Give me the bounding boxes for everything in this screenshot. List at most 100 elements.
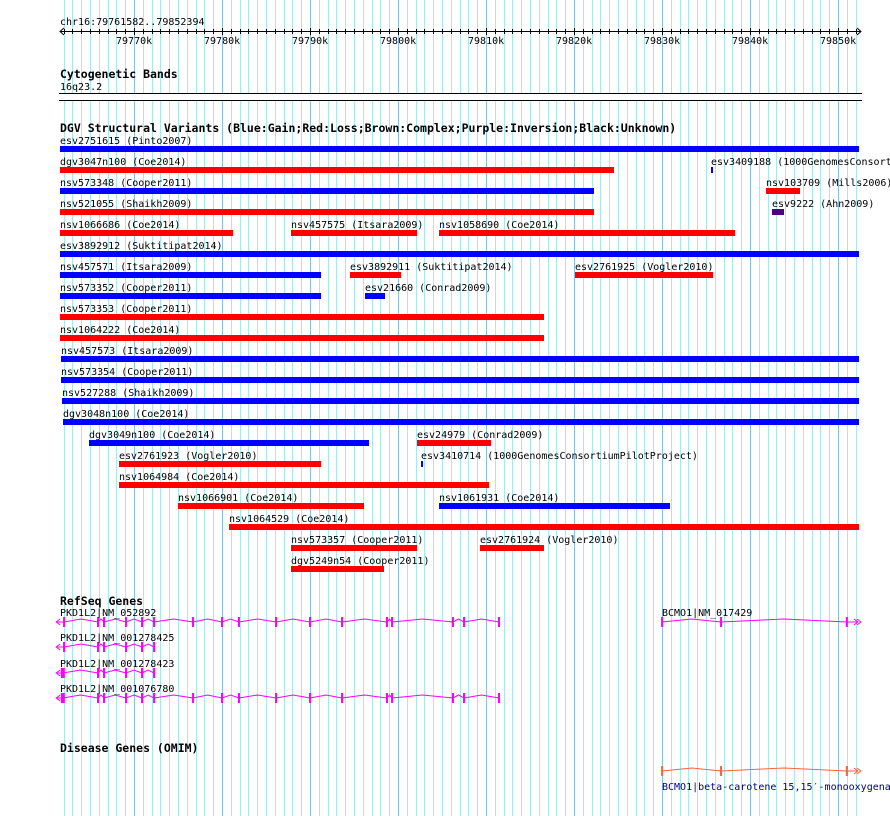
variant-feature[interactable]: nsv457573 (Itsara2009)	[61, 346, 859, 362]
variant-bar[interactable]	[291, 545, 417, 551]
variant-label[interactable]: esv2751615 (Pinto2007)	[60, 136, 192, 147]
variant-bar[interactable]	[60, 251, 859, 257]
variant-bar[interactable]	[62, 398, 859, 404]
variant-label[interactable]: dgv3047n100 (Coe2014)	[60, 157, 186, 168]
left-arrow-icon[interactable]	[59, 27, 65, 36]
variant-feature[interactable]: nsv573348 (Cooper2011)	[60, 178, 594, 194]
variant-bar[interactable]	[421, 461, 423, 467]
variant-feature[interactable]: esv2761923 (Vogler2010)	[119, 451, 321, 467]
gene-transcript[interactable]: PKD1L2|NM_001076780	[55, 684, 501, 703]
variant-bar[interactable]	[439, 503, 670, 509]
variant-label[interactable]: dgv3048n100 (Coe2014)	[63, 409, 189, 420]
variant-bar[interactable]	[119, 482, 489, 488]
variant-label[interactable]: nsv1066686 (Coe2014)	[60, 220, 180, 231]
variant-bar[interactable]	[350, 272, 401, 278]
variant-label[interactable]: nsv457571 (Itsara2009)	[60, 262, 192, 273]
variant-label[interactable]: nsv521055 (Shaikh2009)	[60, 199, 192, 210]
variant-label[interactable]: esv3409188 (1000GenomesConsort	[711, 157, 890, 168]
variant-bar[interactable]	[772, 209, 784, 215]
variant-bar[interactable]	[178, 503, 364, 509]
variant-feature[interactable]: dgv3047n100 (Coe2014)	[60, 157, 614, 173]
variant-bar[interactable]	[60, 314, 544, 320]
variant-label[interactable]: nsv573353 (Cooper2011)	[60, 304, 192, 315]
variant-label[interactable]: nsv573354 (Cooper2011)	[61, 367, 193, 378]
variant-feature[interactable]: nsv1064984 (Coe2014)	[119, 472, 489, 488]
variant-label[interactable]: nsv1058690 (Coe2014)	[439, 220, 559, 231]
variant-bar[interactable]	[291, 566, 384, 572]
right-arrow-icon[interactable]	[856, 27, 862, 36]
variant-label[interactable]: dgv5249n54 (Cooper2011)	[291, 556, 429, 567]
variant-bar[interactable]	[60, 230, 233, 236]
variant-bar[interactable]	[417, 440, 491, 446]
transcript-label[interactable]: PKD1L2|NM_001076780	[60, 684, 174, 695]
variant-feature[interactable]: esv9222 (Ahn2009)	[772, 199, 874, 215]
variant-feature[interactable]: esv3410714 (1000GenomesConsortiumPilotPr…	[421, 451, 698, 467]
variant-feature[interactable]: dgv3048n100 (Coe2014)	[63, 409, 859, 425]
variant-label[interactable]: esv2761925 (Vogler2010)	[575, 262, 713, 273]
variant-label[interactable]: nsv1064529 (Coe2014)	[229, 514, 349, 525]
variant-bar[interactable]	[60, 146, 859, 152]
variant-feature[interactable]: esv2761925 (Vogler2010)	[575, 262, 713, 278]
variant-feature[interactable]: nsv573357 (Cooper2011)	[291, 535, 423, 551]
disease-gene[interactable]: BCMO1|beta-carotene 15,15′-monooxygenas	[661, 766, 890, 793]
variant-label[interactable]: nsv573348 (Cooper2011)	[60, 178, 192, 189]
variant-label[interactable]: nsv457573 (Itsara2009)	[61, 346, 193, 357]
variant-bar[interactable]	[766, 188, 800, 194]
variant-bar[interactable]	[119, 461, 321, 467]
gene-transcript[interactable]: PKD1L2|NM_001278423	[55, 659, 174, 678]
variant-label[interactable]: nsv1066901 (Coe2014)	[178, 493, 298, 504]
variant-feature[interactable]: nsv457575 (Itsara2009)	[291, 220, 423, 236]
variant-label[interactable]: esv24979 (Conrad2009)	[417, 430, 543, 441]
variant-feature[interactable]: nsv521055 (Shaikh2009)	[60, 199, 594, 215]
variant-bar[interactable]	[89, 440, 369, 446]
variant-feature[interactable]: dgv3049n100 (Coe2014)	[89, 430, 369, 446]
variant-feature[interactable]: nsv457571 (Itsara2009)	[60, 262, 321, 278]
gene-transcript[interactable]: PKD1L2|NM_052892	[55, 608, 501, 627]
variant-feature[interactable]: nsv1064222 (Coe2014)	[60, 325, 544, 341]
variant-label[interactable]: dgv3049n100 (Coe2014)	[89, 430, 215, 441]
variant-label[interactable]: esv3892911 (Suktitipat2014)	[350, 262, 513, 273]
variant-feature[interactable]: nsv527288 (Shaikh2009)	[62, 388, 859, 404]
variant-label[interactable]: esv2761924 (Vogler2010)	[480, 535, 618, 546]
variant-feature[interactable]: esv24979 (Conrad2009)	[417, 430, 543, 446]
variant-label[interactable]: nsv1061931 (Coe2014)	[439, 493, 559, 504]
variant-feature[interactable]: dgv5249n54 (Cooper2011)	[291, 556, 429, 572]
variant-label[interactable]: esv2761923 (Vogler2010)	[119, 451, 257, 462]
variant-feature[interactable]: esv2761924 (Vogler2010)	[480, 535, 618, 551]
transcript-label[interactable]: PKD1L2|NM_052892	[60, 608, 156, 619]
variant-bar[interactable]	[61, 377, 859, 383]
variant-label[interactable]: nsv573357 (Cooper2011)	[291, 535, 423, 546]
disease-gene-label[interactable]: BCMO1|beta-carotene 15,15′-monooxygenas	[662, 782, 890, 793]
variant-feature[interactable]: nsv573353 (Cooper2011)	[60, 304, 544, 320]
variant-label[interactable]: nsv1064222 (Coe2014)	[60, 325, 180, 336]
transcript-label[interactable]: PKD1L2|NM_001278425	[60, 633, 174, 644]
variant-feature[interactable]: nsv573354 (Cooper2011)	[61, 367, 859, 383]
variant-feature[interactable]: nsv1066901 (Coe2014)	[178, 493, 364, 509]
variant-feature[interactable]: nsv573352 (Cooper2011)	[60, 283, 321, 299]
variant-label[interactable]: esv21660 (Conrad2009)	[365, 283, 491, 294]
variant-feature[interactable]: esv3409188 (1000GenomesConsort	[711, 157, 890, 173]
transcript-label[interactable]: PKD1L2|NM_001278423	[60, 659, 174, 670]
variant-label[interactable]: esv3892912 (Suktitipat2014)	[60, 241, 223, 252]
variant-label[interactable]: esv9222 (Ahn2009)	[772, 199, 874, 210]
variant-label[interactable]: esv3410714 (1000GenomesConsortiumPilotPr…	[421, 451, 698, 462]
variant-feature[interactable]: nsv1064529 (Coe2014)	[229, 514, 859, 530]
variant-bar[interactable]	[439, 230, 735, 236]
variant-label[interactable]: nsv1064984 (Coe2014)	[119, 472, 239, 483]
variant-bar[interactable]	[480, 545, 544, 551]
variant-bar[interactable]	[60, 209, 594, 215]
variant-bar[interactable]	[575, 272, 713, 278]
variant-bar[interactable]	[365, 293, 385, 299]
variant-label[interactable]: nsv457575 (Itsara2009)	[291, 220, 423, 231]
variant-bar[interactable]	[291, 230, 417, 236]
variant-bar[interactable]	[60, 167, 614, 173]
variant-feature[interactable]: nsv1061931 (Coe2014)	[439, 493, 670, 509]
variant-label[interactable]: nsv103709 (Mills2006)	[766, 178, 890, 189]
variant-bar[interactable]	[60, 293, 321, 299]
variant-label[interactable]: nsv527288 (Shaikh2009)	[62, 388, 194, 399]
transcript-label[interactable]: BCMO1|NM_017429	[662, 608, 752, 619]
variant-feature[interactable]: esv3892911 (Suktitipat2014)	[350, 262, 513, 278]
variant-bar[interactable]	[60, 272, 321, 278]
variant-feature[interactable]: nsv1058690 (Coe2014)	[439, 220, 735, 236]
variant-feature[interactable]: esv2751615 (Pinto2007)	[60, 136, 859, 152]
